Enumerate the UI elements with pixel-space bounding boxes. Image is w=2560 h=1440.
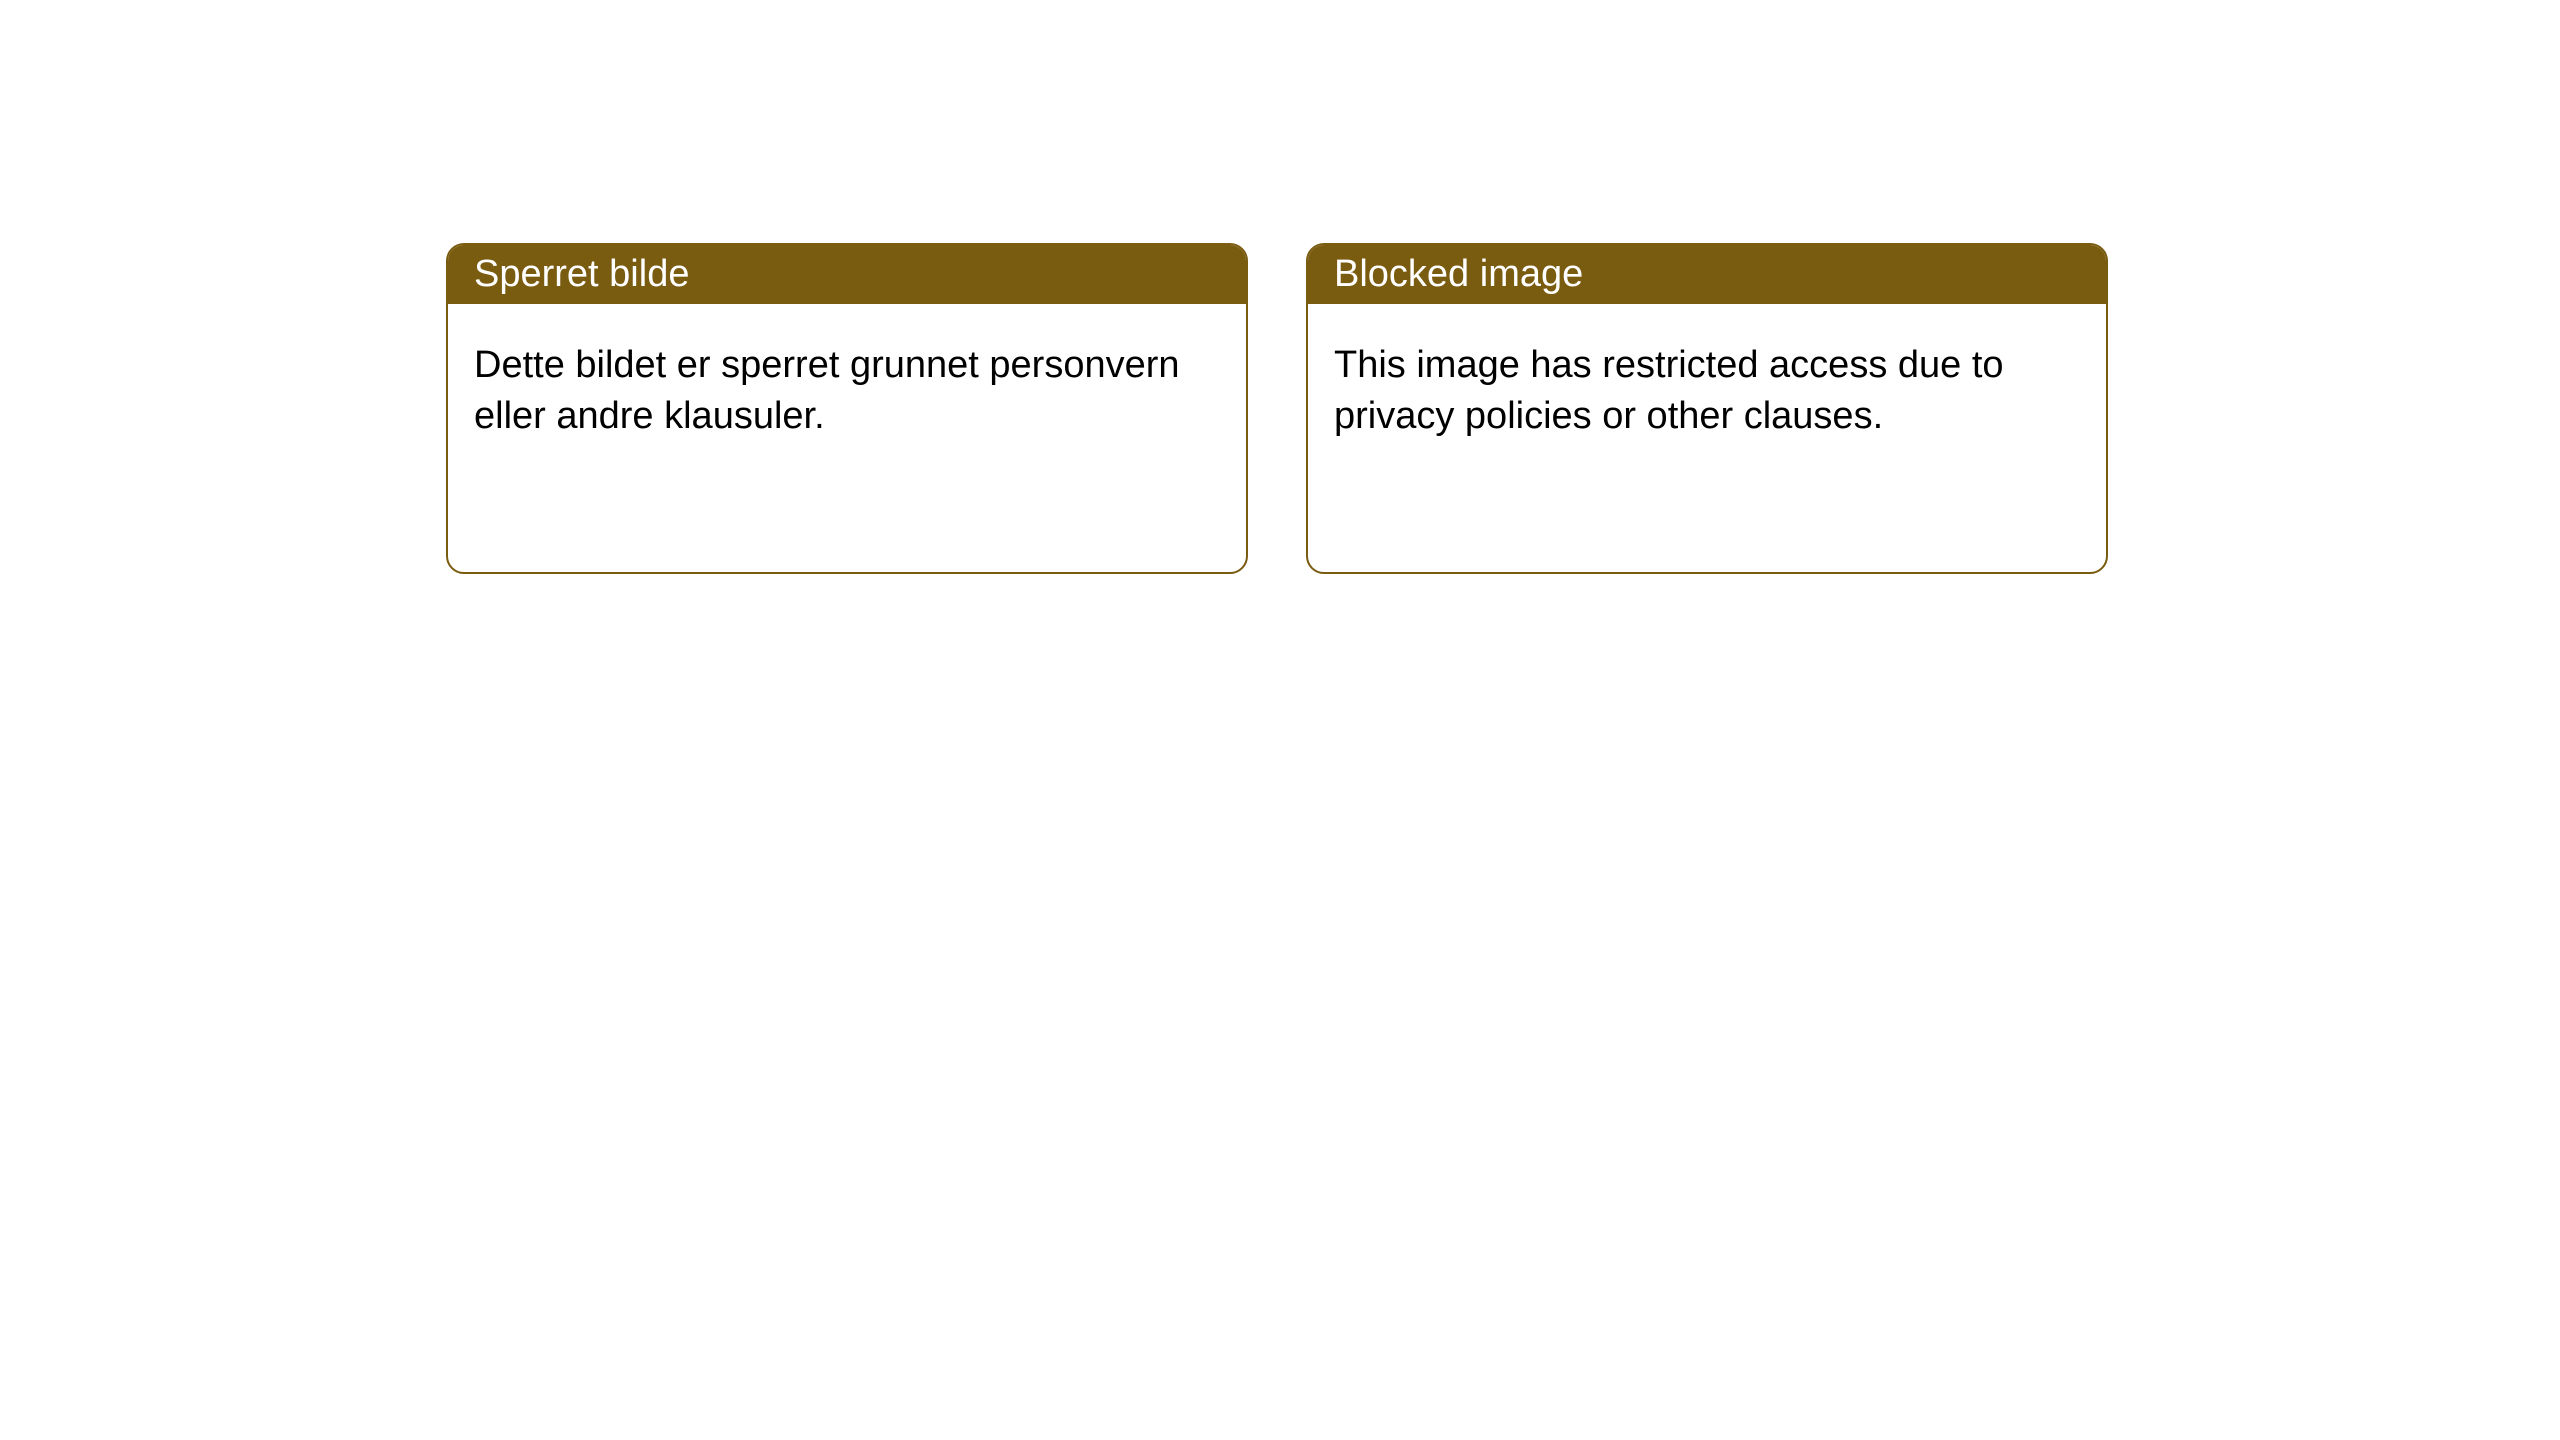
card-body-text: This image has restricted access due to …	[1334, 344, 2004, 437]
card-container: Sperret bilde Dette bildet er sperret gr…	[0, 0, 2560, 574]
card-body: Dette bildet er sperret grunnet personve…	[448, 304, 1246, 479]
blocked-image-card-no: Sperret bilde Dette bildet er sperret gr…	[446, 243, 1248, 574]
blocked-image-card-en: Blocked image This image has restricted …	[1306, 243, 2108, 574]
card-header-text: Sperret bilde	[474, 253, 689, 296]
card-header: Sperret bilde	[448, 245, 1246, 304]
card-header: Blocked image	[1308, 245, 2106, 304]
card-header-text: Blocked image	[1334, 253, 1583, 296]
card-body: This image has restricted access due to …	[1308, 304, 2106, 479]
card-body-text: Dette bildet er sperret grunnet personve…	[474, 344, 1180, 437]
